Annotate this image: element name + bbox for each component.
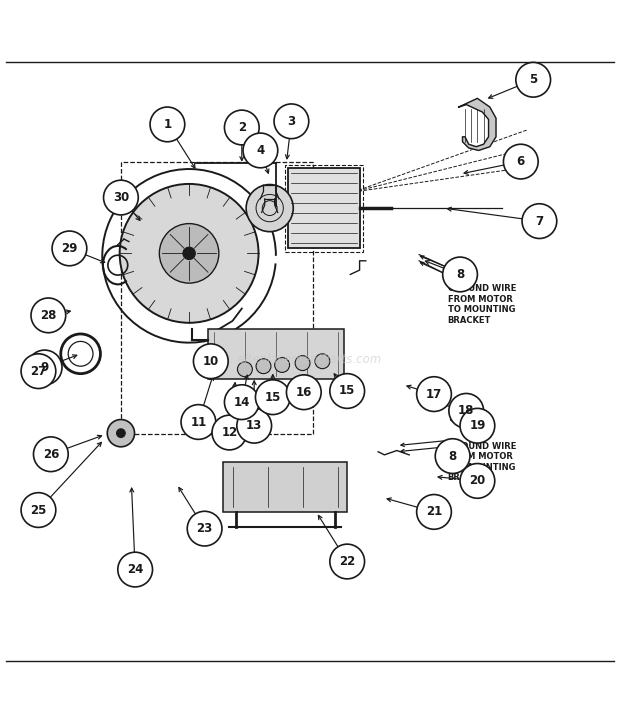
Circle shape	[21, 492, 56, 527]
Circle shape	[449, 393, 484, 428]
Circle shape	[104, 180, 138, 215]
Circle shape	[246, 184, 293, 232]
Text: GROUND WIRE
FROM MOTOR
TO MOUNTING
BRACKET: GROUND WIRE FROM MOTOR TO MOUNTING BRACK…	[448, 284, 516, 325]
Bar	[288, 168, 360, 248]
Circle shape	[181, 405, 216, 439]
Circle shape	[255, 380, 290, 415]
Polygon shape	[459, 99, 496, 150]
Text: 1: 1	[163, 118, 172, 131]
Circle shape	[120, 184, 259, 323]
Circle shape	[443, 257, 477, 292]
Text: 10: 10	[203, 355, 219, 368]
Text: 26: 26	[43, 448, 59, 461]
Text: 15: 15	[265, 391, 281, 404]
Circle shape	[330, 544, 365, 579]
Text: 4: 4	[256, 144, 265, 157]
Text: 12: 12	[221, 426, 237, 439]
Text: 20: 20	[469, 474, 485, 487]
Text: 16: 16	[296, 386, 312, 399]
Circle shape	[503, 144, 538, 179]
Circle shape	[31, 298, 66, 333]
Text: eReplacementParts.com: eReplacementParts.com	[238, 354, 382, 366]
Text: 23: 23	[197, 522, 213, 535]
Text: 21: 21	[426, 505, 442, 518]
Bar	[285, 165, 363, 251]
Text: 3: 3	[287, 114, 296, 127]
Circle shape	[460, 464, 495, 498]
Text: 13: 13	[246, 419, 262, 432]
Circle shape	[243, 133, 278, 168]
Circle shape	[417, 495, 451, 529]
Text: 6: 6	[516, 155, 525, 168]
Circle shape	[435, 438, 470, 474]
Circle shape	[237, 362, 252, 377]
Text: 25: 25	[30, 503, 46, 516]
Circle shape	[275, 358, 290, 372]
Circle shape	[193, 344, 228, 379]
Bar	[208, 329, 344, 379]
Circle shape	[150, 107, 185, 142]
Text: 18: 18	[458, 405, 474, 418]
Text: 22: 22	[339, 555, 355, 568]
Circle shape	[295, 356, 310, 371]
Circle shape	[183, 247, 195, 259]
Text: 8: 8	[448, 449, 457, 463]
Text: GROUND WIRE
FROM MOTOR
TO MOUNTING
BRACKET: GROUND WIRE FROM MOTOR TO MOUNTING BRACK…	[448, 442, 516, 482]
Bar	[223, 462, 347, 512]
Circle shape	[107, 420, 135, 447]
Circle shape	[522, 204, 557, 238]
Text: 15: 15	[339, 384, 355, 397]
Circle shape	[27, 350, 62, 384]
Circle shape	[159, 224, 219, 283]
Text: 29: 29	[61, 242, 78, 255]
Circle shape	[118, 552, 153, 587]
Circle shape	[516, 63, 551, 97]
Circle shape	[21, 354, 56, 389]
Circle shape	[187, 511, 222, 546]
Circle shape	[52, 231, 87, 266]
Circle shape	[417, 377, 451, 411]
Text: 14: 14	[234, 396, 250, 409]
Text: 8: 8	[456, 268, 464, 281]
Bar	[121, 161, 313, 434]
Circle shape	[256, 359, 271, 374]
Circle shape	[330, 374, 365, 408]
Text: 24: 24	[127, 563, 143, 576]
Circle shape	[224, 384, 259, 420]
Circle shape	[315, 354, 330, 369]
Text: 17: 17	[426, 387, 442, 400]
Text: 11: 11	[190, 415, 206, 428]
Text: 28: 28	[40, 309, 56, 322]
Text: 2: 2	[237, 121, 246, 134]
Text: 7: 7	[535, 215, 544, 228]
Circle shape	[460, 408, 495, 443]
Circle shape	[224, 110, 259, 145]
Text: 9: 9	[40, 361, 49, 374]
Text: 19: 19	[469, 419, 485, 432]
Text: 30: 30	[113, 191, 129, 204]
Circle shape	[286, 375, 321, 410]
Circle shape	[33, 437, 68, 472]
Circle shape	[274, 104, 309, 139]
Circle shape	[117, 429, 125, 438]
Text: 5: 5	[529, 73, 538, 86]
Circle shape	[212, 415, 247, 450]
Text: 27: 27	[30, 364, 46, 378]
Circle shape	[237, 408, 272, 443]
